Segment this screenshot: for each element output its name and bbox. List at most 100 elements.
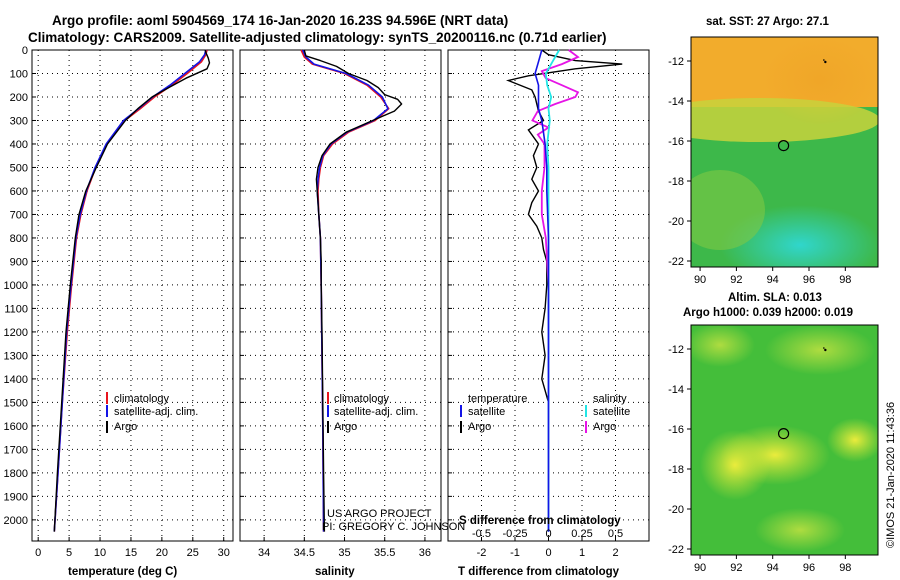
profile-line-argo bbox=[303, 49, 403, 532]
sla-map-ticks: 90 92 94 96 98 -12 -14 -16 -18 -20 -22 bbox=[668, 344, 851, 574]
x-tick-label: 10 bbox=[94, 547, 106, 559]
profile-line-satellite-adj-clim- bbox=[301, 49, 389, 532]
map-x-tick-label: 96 bbox=[803, 274, 815, 286]
depth-tick-label: 2000 bbox=[4, 515, 28, 527]
s-tick-label: 0.25 bbox=[571, 528, 592, 540]
depth-tick-label: 400 bbox=[10, 139, 28, 151]
project-label: US ARGO PROJECT bbox=[327, 508, 432, 520]
sla-lime-north bbox=[765, 325, 875, 375]
depth-tick-label: 800 bbox=[10, 233, 28, 245]
temperature-legend: climatology satellite-adj. clim. Argo bbox=[106, 392, 198, 433]
diff-line-t-satellite bbox=[534, 49, 550, 532]
diff-line-s-argo bbox=[531, 49, 580, 532]
legend-label-climatology: climatology bbox=[334, 393, 390, 405]
salinity-axes bbox=[239, 49, 442, 542]
difference-salinity-legend: salinity satellite Argo bbox=[585, 393, 630, 433]
x-tick-labels: 0 5 10 15 20 25 30 34 34.5 35 35.5 36 -2 -1 0 1 2 -0.5 -0.… bbox=[35, 528, 623, 559]
map-y-tick-label: -20 bbox=[668, 504, 684, 516]
map-x-tick-label: 92 bbox=[730, 274, 742, 286]
sla-map-title-line1: Altim. SLA: 0.013 bbox=[728, 292, 822, 304]
float-track-dot bbox=[823, 59, 825, 61]
sla-yellow-west bbox=[700, 430, 770, 500]
map-y-tick-label: -14 bbox=[668, 384, 684, 396]
map-x-tick-label: 94 bbox=[767, 274, 779, 286]
legend-label-argo: Argo bbox=[114, 421, 137, 433]
x-tick-label: 0 bbox=[545, 547, 551, 559]
map-x-tick-label: 92 bbox=[730, 562, 742, 574]
x-tick-label: 25 bbox=[187, 547, 199, 559]
difference-xlabel-top: S difference from climatology bbox=[459, 515, 621, 527]
legend-label-s-argo: Argo bbox=[593, 421, 616, 433]
copyright-footer: ©IMOS 21-Jan-2020 11:43:36 bbox=[885, 402, 897, 548]
map-x-tick-label: 96 bbox=[803, 562, 815, 574]
s-tick-label: -0.25 bbox=[502, 528, 527, 540]
temperature-axes bbox=[31, 49, 234, 542]
depth-tick-label: 600 bbox=[10, 186, 28, 198]
x-tick-label: 20 bbox=[156, 547, 168, 559]
map-y-tick-label: -20 bbox=[668, 216, 684, 228]
figure-title-line2: Climatology: CARS2009. Satellite-adjuste… bbox=[28, 30, 606, 45]
depth-tick-label: 1400 bbox=[4, 374, 28, 386]
profile-line-argo bbox=[53, 49, 211, 532]
x-tick-label: -1 bbox=[510, 547, 520, 559]
grid-layer bbox=[32, 49, 649, 541]
depth-tick-label: 100 bbox=[10, 68, 28, 80]
x-tick-label: 35 bbox=[338, 547, 350, 559]
depth-tick-label: 1500 bbox=[4, 397, 28, 409]
depth-tick-labels: 0 100 200 300 400 500 600 700 800 900 1000 1100 1200… bbox=[4, 45, 28, 527]
x-tick-label: 5 bbox=[66, 547, 72, 559]
x-tick-label: 35.5 bbox=[374, 547, 395, 559]
float-track-dot bbox=[823, 347, 825, 349]
depth-tick-label: 700 bbox=[10, 209, 28, 221]
sla-map-title-line2: Argo h1000: 0.039 h2000: 0.019 bbox=[683, 307, 853, 319]
map-x-tick-label: 90 bbox=[694, 562, 706, 574]
legend-title-temperature: temperature bbox=[468, 393, 527, 405]
sla-yellow-east bbox=[827, 418, 878, 462]
depth-tick-label: 200 bbox=[10, 92, 28, 104]
sst-argo-position-marker bbox=[777, 140, 790, 152]
x-tick-label: 34 bbox=[258, 547, 270, 559]
float-track-dot bbox=[824, 348, 827, 352]
depth-tick-label: 1200 bbox=[4, 327, 28, 339]
map-x-tick-label: 98 bbox=[839, 562, 851, 574]
map-y-tick-label: -12 bbox=[668, 56, 684, 68]
s-tick-label: 0 bbox=[545, 528, 551, 540]
float-track-dot bbox=[824, 60, 827, 64]
legend-label-satellite: satellite-adj. clim. bbox=[334, 406, 418, 418]
sst-green-patch bbox=[691, 170, 765, 250]
map-y-tick-label: -18 bbox=[668, 464, 684, 476]
s-tick-label: 0.5 bbox=[608, 528, 623, 540]
sst-yellow-band bbox=[691, 98, 878, 142]
legend-title-salinity: salinity bbox=[593, 393, 627, 405]
x-tick-label: 34.5 bbox=[294, 547, 315, 559]
sla-argo-position-marker bbox=[777, 428, 790, 440]
difference-temperature-legend: temperature satellite Argo bbox=[460, 393, 527, 433]
sst-map-ticks: 90 92 94 96 98 -12 -14 -16 -18 -20 -22 bbox=[668, 56, 851, 286]
depth-tick-label: 900 bbox=[10, 256, 28, 268]
pi-label: PI: GREGORY C. JOHNSON bbox=[322, 521, 465, 533]
depth-tick-label: 1000 bbox=[4, 280, 28, 292]
map-y-tick-label: -18 bbox=[668, 176, 684, 188]
sst-map-image bbox=[691, 37, 878, 267]
salinity-xlabel: salinity bbox=[315, 566, 355, 578]
x-tick-label: 30 bbox=[218, 547, 230, 559]
map-y-tick-label: -22 bbox=[668, 544, 684, 556]
x-tick-label: -2 bbox=[477, 547, 487, 559]
diff-line-t-argo bbox=[505, 49, 623, 532]
depth-tick-label: 300 bbox=[10, 115, 28, 127]
sla-lime-west bbox=[691, 325, 755, 367]
map-x-tick-label: 98 bbox=[839, 274, 851, 286]
profile-line-satellite-adj-clim- bbox=[53, 49, 207, 532]
depth-tick-label: 1100 bbox=[4, 303, 28, 315]
sla-lime-south bbox=[755, 508, 845, 552]
map-x-tick-label: 94 bbox=[767, 562, 779, 574]
legend-label-s-satellite: satellite bbox=[593, 406, 630, 418]
depth-tick-label: 1300 bbox=[4, 350, 28, 362]
depth-tick-label: 1900 bbox=[4, 491, 28, 503]
profile-lines bbox=[53, 49, 623, 532]
map-y-tick-label: -16 bbox=[668, 136, 684, 148]
x-tick-label: 36 bbox=[419, 547, 431, 559]
difference-xlabel: T difference from climatology bbox=[458, 566, 620, 578]
x-tick-label: 0 bbox=[35, 547, 41, 559]
sst-map-title: sat. SST: 27 Argo: 27.1 bbox=[706, 16, 830, 28]
